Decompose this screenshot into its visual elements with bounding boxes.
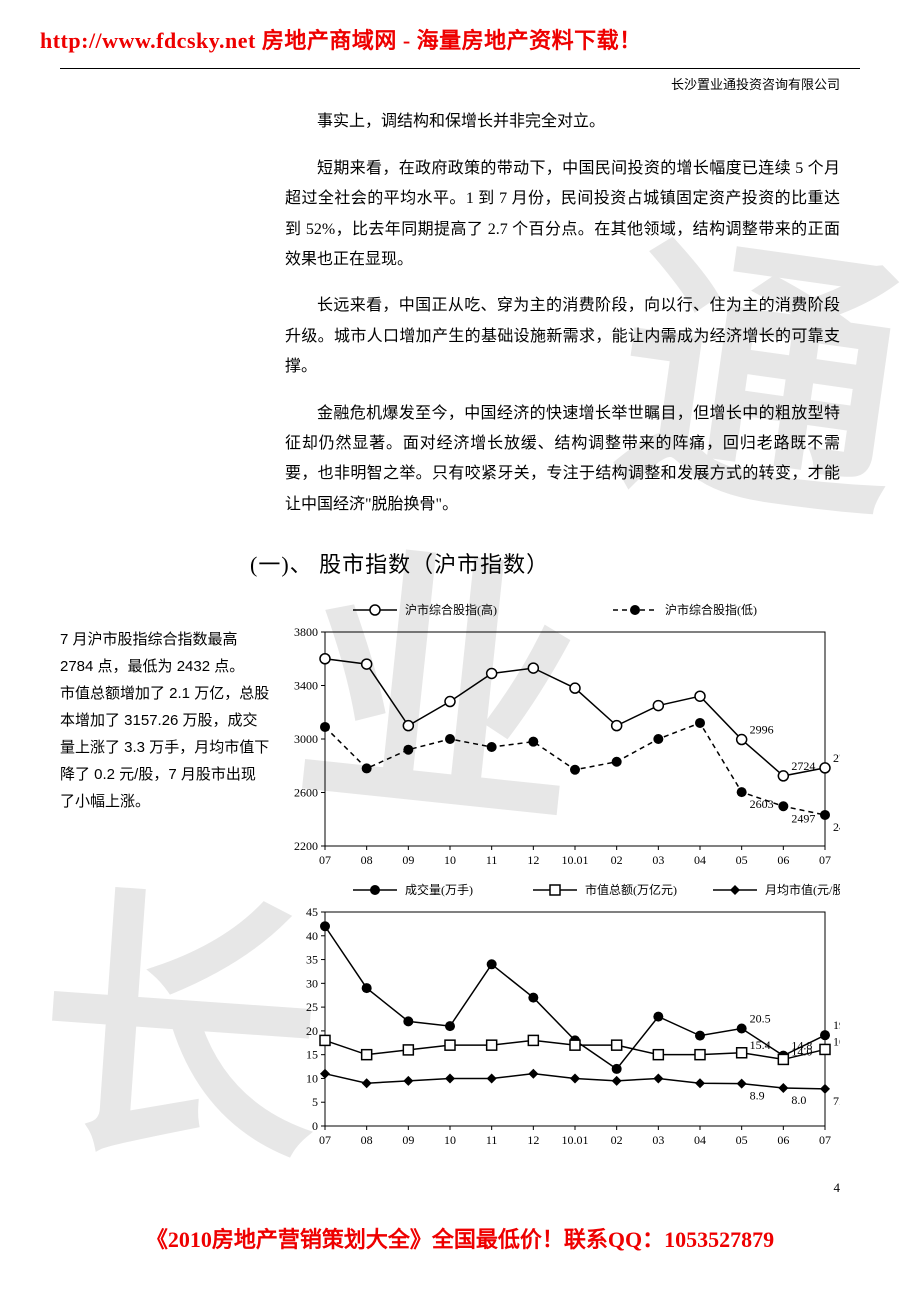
svg-text:07: 07	[319, 853, 331, 867]
svg-text:10: 10	[444, 853, 456, 867]
svg-text:沪市综合股指(低): 沪市综合股指(低)	[665, 602, 757, 617]
svg-text:03: 03	[652, 1133, 664, 1147]
svg-text:14.0: 14.0	[791, 1044, 812, 1058]
svg-text:10: 10	[306, 1071, 318, 1085]
svg-text:2600: 2600	[294, 785, 318, 799]
svg-text:12: 12	[527, 853, 539, 867]
svg-text:10.01: 10.01	[562, 1133, 589, 1147]
header-divider	[60, 68, 860, 69]
svg-text:2784: 2784	[833, 751, 840, 765]
svg-text:08: 08	[361, 853, 373, 867]
svg-text:2724: 2724	[791, 759, 815, 773]
svg-text:20.5: 20.5	[750, 1011, 771, 1025]
svg-text:07: 07	[319, 1133, 331, 1147]
svg-text:沪市综合股指(高): 沪市综合股指(高)	[405, 602, 497, 617]
svg-text:12: 12	[527, 1133, 539, 1147]
svg-text:5: 5	[312, 1095, 318, 1109]
paragraph: 事实上，调结构和保增长并非完全对立。	[285, 107, 840, 137]
body-text: 事实上，调结构和保增长并非完全对立。 短期来看，在政府政策的带动下，中国民间投资…	[285, 107, 840, 520]
svg-text:08: 08	[361, 1133, 373, 1147]
svg-text:20: 20	[306, 1024, 318, 1038]
svg-text:09: 09	[402, 853, 414, 867]
svg-text:15.4: 15.4	[750, 1038, 771, 1052]
svg-text:45: 45	[306, 905, 318, 919]
svg-text:3400: 3400	[294, 678, 318, 692]
volume-value-chart: 成交量(万手)市值总额(万亿元)月均市值(元/股)051015202530354…	[270, 876, 840, 1156]
svg-text:2996: 2996	[750, 723, 774, 737]
company-name: 长沙置业通投资咨询有限公司	[0, 73, 840, 98]
svg-text:19.1: 19.1	[833, 1018, 840, 1032]
chart-sidebar-text: 7 月沪市股指综合指数最高 2784 点，最低为 2432 点。市值总额增加了 …	[60, 596, 270, 1156]
stock-index-chart: 沪市综合股指(高) 沪市综合股指(低) 2200 2600 3000 3400 3800 07…	[270, 596, 840, 876]
svg-text:8.0: 8.0	[791, 1093, 806, 1107]
svg-text:10.01: 10.01	[562, 853, 589, 867]
svg-text:0: 0	[312, 1119, 318, 1133]
svg-text:月均市值(元/股): 月均市值(元/股)	[765, 882, 840, 897]
svg-text:2432: 2432	[833, 820, 840, 834]
svg-text:7.8: 7.8	[833, 1094, 840, 1108]
paragraph: 金融危机爆发至今，中国经济的快速增长举世瞩目，但增长中的粗放型特征却仍然显著。面…	[285, 399, 840, 521]
svg-text:市值总额(万亿元): 市值总额(万亿元)	[585, 882, 677, 897]
svg-text:3800: 3800	[294, 625, 318, 639]
page-number: 4	[80, 1176, 840, 1201]
svg-text:3000: 3000	[294, 732, 318, 746]
section-title: (一)、 股市指数（沪市指数）	[250, 544, 920, 586]
svg-text:07: 07	[819, 1133, 831, 1147]
page-header: http://www.fdcsky.net 房地产商域网 - 海量房地产资料下载…	[0, 0, 920, 68]
svg-text:40: 40	[306, 929, 318, 943]
svg-text:16.1: 16.1	[833, 1034, 840, 1048]
svg-text:30: 30	[306, 976, 318, 990]
svg-text:04: 04	[694, 853, 706, 867]
svg-text:2497: 2497	[791, 811, 815, 825]
svg-text:05: 05	[736, 1133, 748, 1147]
svg-text:06: 06	[777, 853, 789, 867]
svg-text:02: 02	[611, 853, 623, 867]
svg-text:成交量(万手): 成交量(万手)	[405, 882, 473, 897]
svg-text:02: 02	[611, 1133, 623, 1147]
svg-text:2603: 2603	[750, 797, 774, 811]
svg-text:15: 15	[306, 1048, 318, 1062]
svg-text:25: 25	[306, 1000, 318, 1014]
svg-text:2200: 2200	[294, 839, 318, 853]
svg-text:03: 03	[652, 853, 664, 867]
paragraph: 短期来看，在政府政策的带动下，中国民间投资的增长幅度已连续 5 个月超过全社会的…	[285, 154, 840, 276]
svg-text:8.9: 8.9	[750, 1089, 765, 1103]
svg-text:05: 05	[736, 853, 748, 867]
svg-text:11: 11	[486, 853, 498, 867]
paragraph: 长远来看，中国正从吃、穿为主的消费阶段，向以行、住为主的消费阶段升级。城市人口增…	[285, 291, 840, 382]
svg-text:11: 11	[486, 1133, 498, 1147]
svg-text:07: 07	[819, 853, 831, 867]
svg-text:10: 10	[444, 1133, 456, 1147]
svg-text:09: 09	[402, 1133, 414, 1147]
svg-text:04: 04	[694, 1133, 706, 1147]
svg-text:35: 35	[306, 953, 318, 967]
svg-text:06: 06	[777, 1133, 789, 1147]
page-footer: 《2010房地产营销策划大全》全国最低价！联系QQ：1053527879	[0, 1201, 920, 1285]
